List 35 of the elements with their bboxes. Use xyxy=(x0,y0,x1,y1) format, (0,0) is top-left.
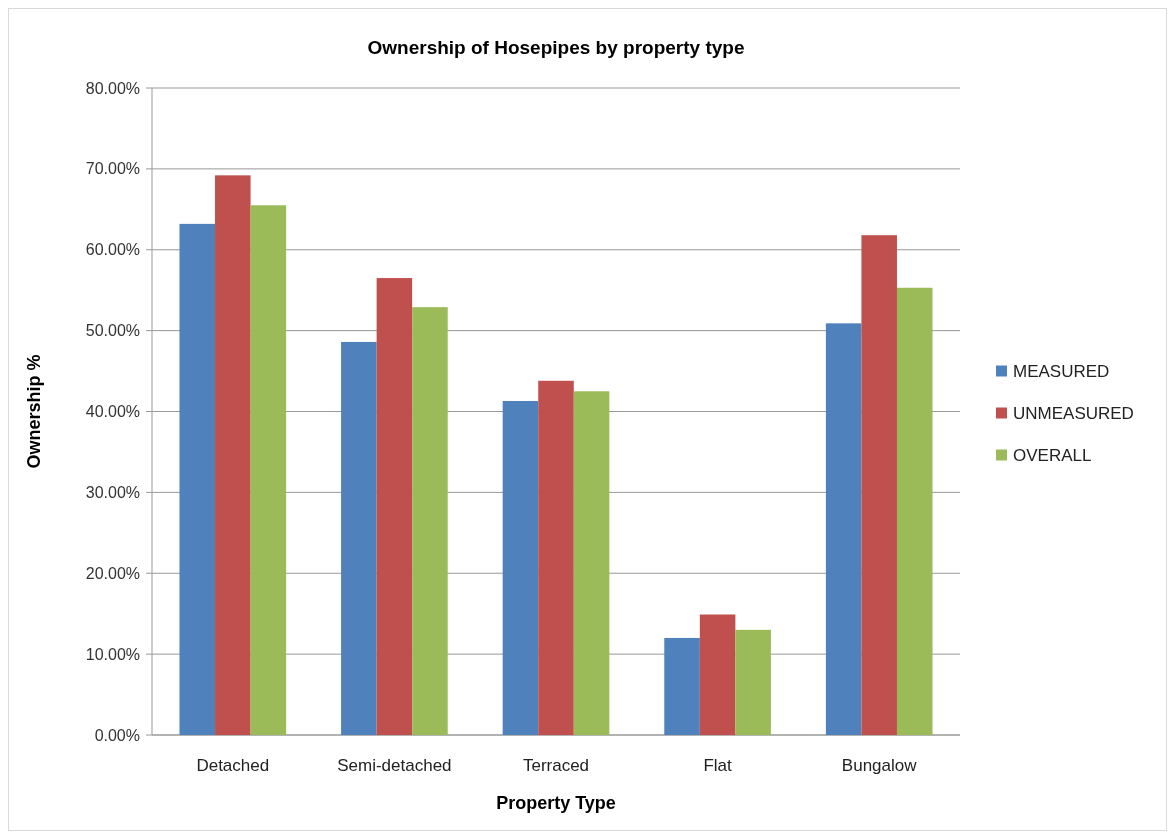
bar xyxy=(573,391,610,735)
bar xyxy=(502,400,539,735)
x-axis-title: Property Type xyxy=(496,793,616,813)
bar xyxy=(215,175,251,735)
bar xyxy=(538,380,574,735)
legend-label: MEASURED xyxy=(1013,362,1110,382)
bar xyxy=(376,278,413,735)
y-axis-title: Ownership % xyxy=(24,354,44,469)
bar xyxy=(412,307,448,735)
x-tick-label: Bungalow xyxy=(841,756,918,775)
x-tick-label: Terraced xyxy=(522,756,590,775)
bar xyxy=(825,323,862,735)
bar xyxy=(664,637,700,735)
y-tick-label: 80.00% xyxy=(85,79,140,97)
y-tick-label: 20.00% xyxy=(85,564,140,582)
chart-title: Ownership of Hosepipes by property type xyxy=(367,37,745,58)
bar xyxy=(861,235,897,735)
bar xyxy=(179,223,216,735)
y-tick-label: 0.00% xyxy=(94,726,140,744)
bar xyxy=(896,287,933,735)
legend-label: OVERALL xyxy=(1013,446,1092,466)
bar xyxy=(341,341,377,735)
x-tick-label: Detached xyxy=(196,756,270,775)
bar xyxy=(250,205,287,735)
y-tick-label: 60.00% xyxy=(85,241,140,259)
x-tick-label: Semi-detached xyxy=(337,756,452,775)
y-tick-label: 10.00% xyxy=(85,645,140,663)
y-tick-label: 70.00% xyxy=(85,160,140,178)
legend-label: UNMEASURED xyxy=(1013,404,1134,424)
y-tick-label: 50.00% xyxy=(85,322,140,340)
y-tick-label: 30.00% xyxy=(85,483,140,501)
x-tick-label: Flat xyxy=(703,756,733,775)
y-tick-label: 40.00% xyxy=(85,403,140,421)
bar xyxy=(699,614,736,735)
bar xyxy=(735,629,771,735)
